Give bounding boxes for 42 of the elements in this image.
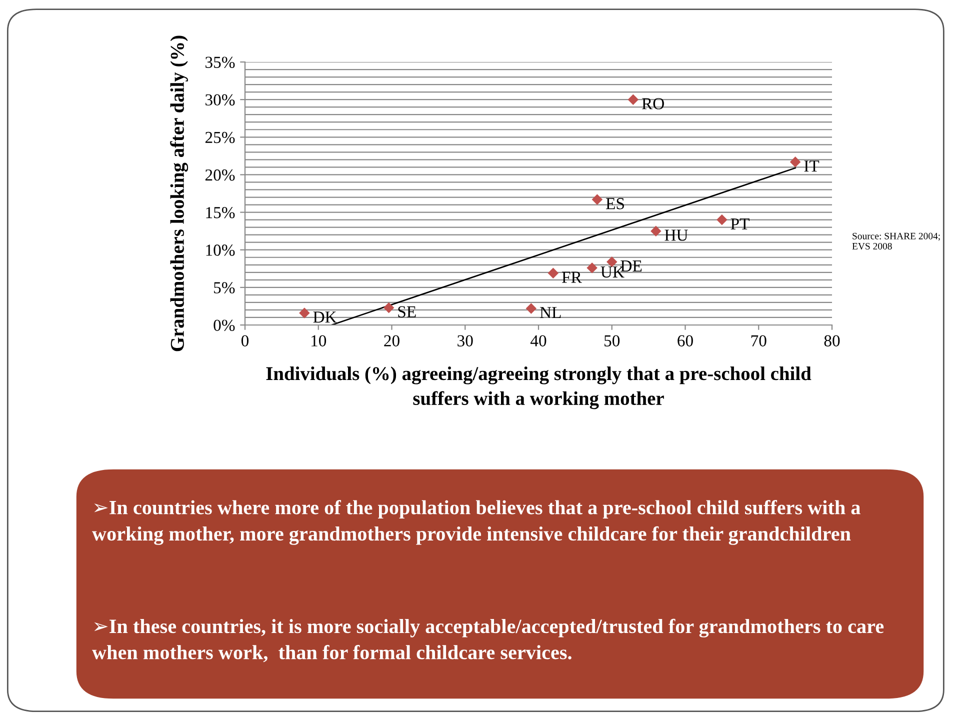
point [790,156,801,168]
x-tick-label: 60 [678,335,693,346]
x-tick-label: 70 [751,335,766,346]
annotation: IT [804,160,820,172]
point [716,214,728,226]
annotation: SE [398,306,416,318]
annotation: PT [730,218,750,230]
annotation: NL [540,307,561,318]
point [650,226,662,236]
y-tick-label: 30% [206,94,235,106]
source-note: Source: SHARE 2004; EVS 2008 [852,232,940,250]
y-tick-label: 25% [205,132,235,144]
x-tick-label: 50 [604,335,620,346]
y-tick-label: 10% [206,244,235,256]
point [586,262,598,274]
y-tick-label: 20% [205,169,235,181]
x-tick-label: 10 [312,335,326,346]
y-tick-label: 0% [214,320,235,331]
y-tick-label: 15% [206,206,235,218]
x-tick-label: 30 [458,335,473,346]
point [299,308,310,318]
annotation: FR [562,272,582,283]
point [548,268,559,279]
y-tick-label: 35% [206,56,235,68]
x-tick-label: 20 [384,335,400,346]
x-tick-label: 80 [824,335,840,346]
annotation: ES [606,198,624,210]
x-tick-label: 40 [530,335,546,346]
annotation: DK [313,312,337,323]
text: ➢In countries where more of the population believes that a pre-school child suffers with a working mother, more grandmothers provide intensive childcare for their grandchildren [92,500,860,545]
x-tick-label: 0 [241,335,249,346]
point [592,194,603,205]
text: ➢In these countries, it is more socially acceptable/accepted/trusted for grandmothers to care when mothers work, than for formal childcare services. [92,618,884,662]
y-axis-title: Grandmothers looking after daily (%) [170,36,188,352]
annotation: HU [664,230,688,241]
point [606,256,618,268]
point [383,302,394,314]
point [526,303,537,314]
x-axis-title: Individuals (%) agreeing/agreeing strongly that a pre-school child suffers with a working mother [266,366,812,410]
y-tick-label: 5% [214,282,235,294]
annotation: RO [642,98,664,110]
point [628,94,639,105]
